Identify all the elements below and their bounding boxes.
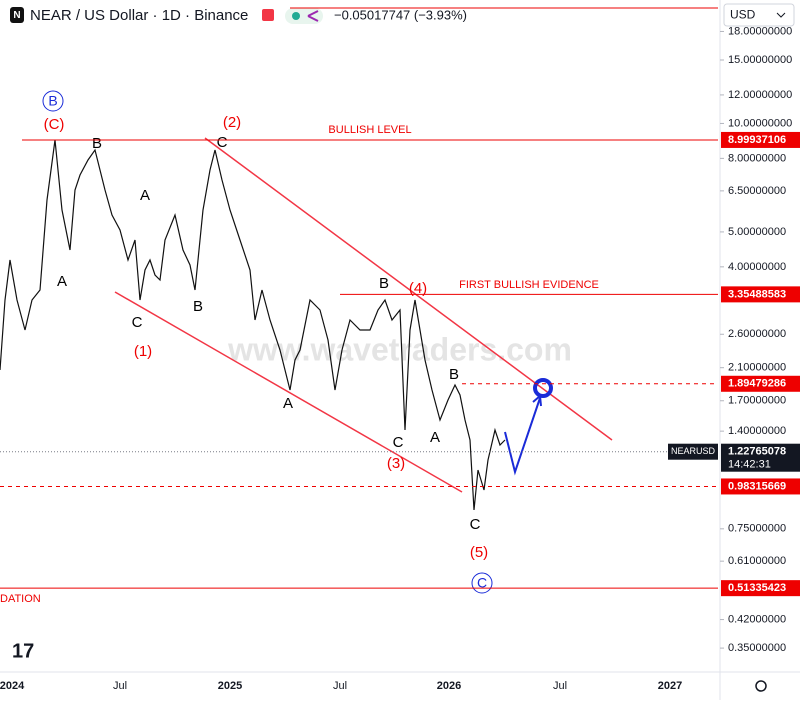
indicator-pill[interactable] — [285, 8, 323, 24]
wave-label: A — [430, 429, 440, 446]
wave-label: B — [193, 298, 203, 315]
share-icon — [307, 10, 319, 22]
logo[interactable]: 17 — [12, 640, 34, 662]
wave-label: (1) — [134, 343, 152, 360]
wave-label: C — [217, 134, 228, 151]
wave-label: B — [449, 366, 459, 383]
time-tick-label: Jul — [333, 680, 347, 692]
symbol-icon — [10, 7, 24, 23]
level-label: 1.89479286 — [728, 378, 786, 390]
dot — [292, 12, 300, 20]
price-tick-label: 5.00000000 — [728, 226, 786, 238]
currency: USD — [730, 8, 756, 22]
price-line — [0, 139, 506, 511]
level-label: 3.35488583 — [728, 288, 786, 300]
settings-icon[interactable] — [755, 680, 767, 692]
price-tick-label: 6.50000000 — [728, 185, 786, 197]
level-text: DATION — [0, 593, 41, 605]
channel-lower — [114, 291, 463, 493]
level-label: 8.99937106 — [728, 134, 786, 146]
wave-label: C — [393, 434, 404, 451]
price-tick-label: 0.42000000 — [728, 613, 786, 625]
chevron — [776, 12, 786, 18]
symbol-badge-label: NEARUSD — [671, 446, 716, 456]
price-change: −0.05017747 (−3.93%) — [334, 7, 467, 22]
level-text: FIRST BULLISH EVIDENCE — [459, 279, 599, 291]
price-tick-label: 0.61000000 — [728, 555, 786, 567]
wave-label: (4) — [409, 280, 427, 297]
level-text: BULLISH LEVEL — [328, 124, 411, 136]
price-tick-label: 2.60000000 — [728, 328, 786, 340]
current-price: 1.22765078 — [728, 446, 786, 458]
wave-label: B — [92, 135, 102, 152]
price-tick-label: 1.70000000 — [728, 395, 786, 407]
current-badge — [721, 443, 800, 472]
projection-arrow — [504, 397, 541, 476]
wave-label: A — [57, 273, 67, 290]
wave-label: (2) — [223, 114, 241, 131]
wave-label: (C) — [44, 116, 65, 133]
wave-label: B — [48, 93, 57, 109]
wave-circle — [471, 572, 493, 594]
currency-button[interactable] — [723, 3, 795, 27]
time-tick-label: 2027 — [658, 680, 682, 692]
level-badge — [721, 580, 800, 597]
symbol-title: NEAR / US Dollar · 1D · Binance — [30, 7, 248, 24]
watermark: www.wavetraders.com — [227, 331, 572, 367]
time-tick-label: Jul — [553, 680, 567, 692]
level-badge — [721, 375, 800, 392]
level-badge — [721, 478, 800, 495]
symbol-icon-glyph: N — [13, 10, 20, 21]
wave-label: A — [140, 187, 150, 204]
countdown: 14:42:31 — [728, 459, 771, 471]
price-tick-label: 2.10000000 — [728, 362, 786, 374]
time-tick-label: Jul — [113, 680, 127, 692]
symbol-badge — [668, 443, 718, 460]
wave-label: (5) — [470, 544, 488, 561]
level-badge — [721, 286, 800, 303]
flag-icon[interactable] — [262, 9, 274, 21]
time-tick-label: 2024 — [0, 680, 25, 692]
price-tick-label: 15.00000000 — [728, 54, 792, 66]
price-tick-label: 1.40000000 — [728, 425, 786, 437]
wave-label: C — [477, 575, 487, 591]
wave-circle — [42, 90, 64, 112]
price-tick-label: 0.75000000 — [728, 523, 786, 535]
wave-label: B — [379, 275, 389, 292]
wave-label: C — [470, 516, 481, 533]
level-label: 0.51335423 — [728, 582, 786, 594]
price-tick-label: 12.00000000 — [728, 89, 792, 101]
time-tick-label: 2025 — [218, 680, 242, 692]
level-badge — [721, 131, 800, 148]
level-label: 0.98315669 — [728, 480, 786, 492]
wave-label: C — [132, 314, 143, 331]
target-circle — [533, 378, 553, 398]
price-tick-label: 0.35000000 — [728, 642, 786, 654]
time-tick-label: 2026 — [437, 680, 461, 692]
wave-label: A — [283, 395, 293, 412]
channel-upper — [204, 137, 613, 441]
price-tick-label: 8.00000000 — [728, 152, 786, 164]
wave-label: (3) — [387, 455, 405, 472]
price-tick-label: 4.00000000 — [728, 261, 786, 273]
price-tick-label: 18.00000000 — [728, 25, 792, 37]
price-tick-label: 10.00000000 — [728, 117, 792, 129]
